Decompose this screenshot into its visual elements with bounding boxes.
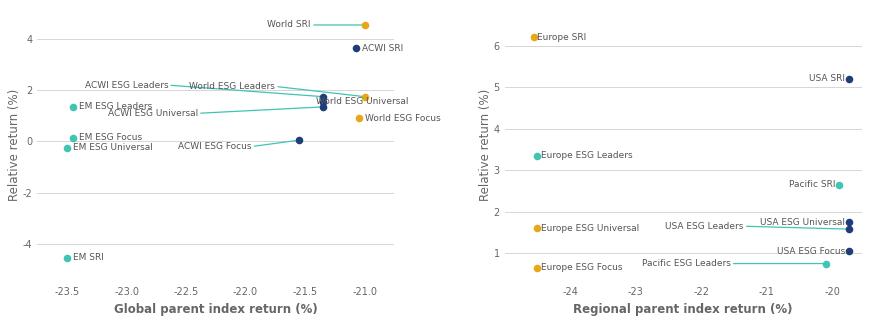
Text: EM ESG Leaders: EM ESG Leaders [79, 102, 152, 111]
Text: USA ESG Universal: USA ESG Universal [760, 218, 845, 226]
Text: World ESG Leaders: World ESG Leaders [189, 82, 275, 91]
Point [66, 135, 80, 140]
Point [530, 265, 544, 270]
Point [527, 35, 541, 40]
Point [831, 182, 845, 187]
Text: World ESG Focus: World ESG Focus [364, 114, 440, 123]
Point [530, 226, 544, 231]
Text: World ESG Universal: World ESG Universal [315, 97, 408, 106]
Text: Europe ESG Universal: Europe ESG Universal [541, 224, 638, 233]
Text: Pacific SRI: Pacific SRI [788, 180, 834, 189]
Point [357, 22, 371, 28]
Text: USA SRI: USA SRI [808, 75, 845, 83]
Point [840, 249, 854, 254]
Y-axis label: Relative return (%): Relative return (%) [479, 89, 492, 202]
Point [348, 45, 362, 51]
Text: World SRI: World SRI [267, 20, 310, 29]
Point [315, 94, 329, 99]
Point [351, 116, 365, 121]
Text: EM SRI: EM SRI [73, 253, 103, 262]
Point [60, 255, 74, 260]
Point [66, 104, 80, 110]
Point [60, 145, 74, 150]
Text: Pacific ESG Leaders: Pacific ESG Leaders [641, 259, 730, 268]
Point [315, 99, 329, 104]
Text: ACWI ESG Focus: ACWI ESG Focus [178, 142, 251, 151]
Y-axis label: Relative return (%): Relative return (%) [9, 89, 22, 202]
Point [530, 153, 544, 158]
Text: USA ESG Leaders: USA ESG Leaders [665, 222, 743, 231]
Text: Europe SRI: Europe SRI [537, 33, 586, 42]
Point [840, 226, 854, 232]
Text: EM ESG Universal: EM ESG Universal [73, 143, 153, 152]
X-axis label: Regional parent index return (%): Regional parent index return (%) [573, 303, 792, 316]
Text: EM ESG Focus: EM ESG Focus [79, 133, 142, 142]
Point [315, 104, 329, 110]
Text: ACWI ESG Universal: ACWI ESG Universal [108, 109, 198, 118]
Text: Europe ESG Focus: Europe ESG Focus [541, 263, 621, 272]
Text: Europe ESG Leaders: Europe ESG Leaders [541, 151, 632, 160]
Text: USA ESG Focus: USA ESG Focus [776, 247, 845, 256]
Point [840, 219, 854, 225]
Point [292, 138, 306, 143]
Text: ACWI ESG Leaders: ACWI ESG Leaders [84, 81, 168, 90]
X-axis label: Global parent index return (%): Global parent index return (%) [114, 303, 317, 316]
Text: ACWI SRI: ACWI SRI [362, 43, 403, 52]
Point [818, 261, 832, 266]
Point [840, 76, 854, 81]
Point [357, 94, 371, 99]
